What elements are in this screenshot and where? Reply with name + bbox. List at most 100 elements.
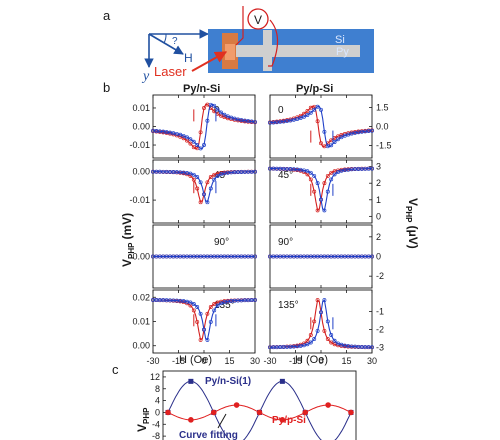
panel-letter-c: c xyxy=(112,362,119,377)
data-point xyxy=(291,117,296,122)
data-point xyxy=(312,173,317,178)
data-point xyxy=(336,341,340,346)
data-point xyxy=(178,132,183,137)
data-point xyxy=(205,200,210,205)
series-p-point xyxy=(188,417,194,423)
sweep-down-curve xyxy=(153,171,255,203)
y-tick-label: 0.00 xyxy=(132,166,150,176)
y-tick-label: 0.00 xyxy=(132,122,150,132)
y-tick-label: -4 xyxy=(152,419,160,429)
y-tick-label: 0 xyxy=(376,252,381,262)
data-point xyxy=(202,106,206,110)
right-y-axis-title: VPHP (μV) xyxy=(404,198,420,249)
data-point xyxy=(329,177,334,182)
data-point xyxy=(188,137,193,142)
data-point xyxy=(312,319,317,324)
laser-label: Laser xyxy=(154,64,187,79)
data-point xyxy=(322,181,327,186)
series-p-point xyxy=(302,409,309,416)
left-column-title: Py/n-Si xyxy=(183,83,220,95)
data-point xyxy=(215,303,220,308)
data-point xyxy=(185,299,189,304)
data-point xyxy=(212,103,217,108)
data-point xyxy=(339,135,344,140)
data-point xyxy=(322,129,327,134)
data-point xyxy=(198,337,203,342)
y-tick-label: 0.0 xyxy=(376,122,389,132)
data-point xyxy=(305,338,310,343)
svg-text:VPHP(μV): VPHP (μV) xyxy=(404,198,420,249)
angle-label: 0 xyxy=(214,105,220,116)
panel-a: a x y H ? Si Py V Laser xyxy=(103,6,374,84)
series-p-point xyxy=(233,402,240,408)
voltmeter-wire-right xyxy=(268,19,279,67)
data-point xyxy=(253,298,257,302)
data-point xyxy=(205,337,210,342)
voltmeter-label: V xyxy=(254,13,262,27)
data-point xyxy=(315,328,320,333)
data-point xyxy=(198,180,203,185)
data-point xyxy=(329,333,334,337)
sweep-down-curve xyxy=(269,105,373,148)
x-tick-label: 30 xyxy=(250,356,260,366)
fit-pointer xyxy=(217,413,227,429)
data-point xyxy=(205,311,210,316)
data-point xyxy=(253,254,257,259)
data-point xyxy=(198,200,203,205)
data-point xyxy=(198,130,203,135)
y-tick-label: 0 xyxy=(155,407,160,417)
y-tick-label: 2 xyxy=(376,232,381,242)
data-point xyxy=(188,171,193,176)
data-point xyxy=(308,110,313,115)
sweep-down-curve xyxy=(270,168,373,212)
y-tick-label: 12 xyxy=(150,372,160,382)
y-tick-label: -2 xyxy=(376,325,384,335)
data-point xyxy=(305,169,310,174)
data-point xyxy=(325,189,330,194)
data-point xyxy=(329,143,334,148)
data-point xyxy=(198,311,203,316)
py-crossbar xyxy=(263,30,272,71)
voltmeter-icon xyxy=(247,8,269,30)
right-ylabel-sub: PHP xyxy=(404,206,413,223)
data-point xyxy=(370,166,374,171)
data-point xyxy=(312,107,317,112)
svg-text:VPHP: VPHP xyxy=(135,407,151,432)
y-tick-label: 0.01 xyxy=(132,103,150,113)
y-tick-label: 0.00 xyxy=(132,252,150,262)
y-tick-label: 1 xyxy=(376,195,381,205)
x-tick-label: 15 xyxy=(224,356,234,366)
data-point xyxy=(319,107,323,112)
data-point xyxy=(329,170,334,175)
data-point xyxy=(319,141,323,146)
data-point xyxy=(332,342,337,347)
series-p-point xyxy=(348,409,354,416)
data-point xyxy=(295,117,300,121)
data-point xyxy=(202,327,206,332)
data-point xyxy=(191,302,196,306)
si-label: Si xyxy=(335,34,345,46)
data-point xyxy=(325,337,330,341)
x-tick-label: -15 xyxy=(172,356,185,366)
subplot-frame xyxy=(269,94,373,159)
sweep-up-curve xyxy=(152,103,256,150)
data-point xyxy=(205,180,210,185)
data-point xyxy=(302,168,306,173)
x-tick-label: -15 xyxy=(289,356,302,366)
x-tick-label: -30 xyxy=(146,356,159,366)
x-tick-label: 15 xyxy=(341,356,351,366)
data-point xyxy=(370,128,374,133)
data-point xyxy=(191,145,196,150)
right-ylabel-main: V xyxy=(406,198,420,206)
series-p-point xyxy=(165,409,171,416)
data-point xyxy=(202,192,206,197)
data-point xyxy=(315,104,320,109)
data-point xyxy=(325,144,330,149)
data-point xyxy=(212,302,217,306)
data-point xyxy=(336,137,340,142)
data-point xyxy=(212,308,217,313)
data-point xyxy=(181,136,186,141)
data-point xyxy=(195,319,200,324)
data-point xyxy=(208,102,213,107)
